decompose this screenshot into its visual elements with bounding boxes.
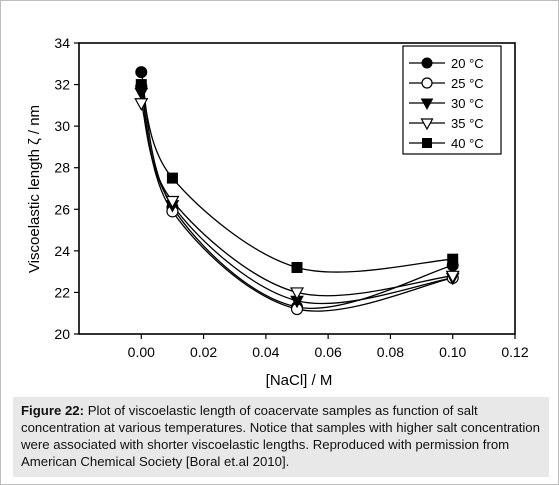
caption-text: Plot of viscoelastic length of coacervat… xyxy=(21,403,540,469)
y-tick-label: 32 xyxy=(54,77,70,93)
plot-axes: 0.00 0.02 0.04 0.06 0.08 0.10 0.12 20 22 24 26 28 30… xyxy=(54,35,528,360)
legend-label: 25 °C xyxy=(451,76,484,91)
y-tick-label: 26 xyxy=(54,201,70,217)
y-tick-label: 24 xyxy=(54,243,70,259)
marker-open-triangle xyxy=(420,118,434,131)
x-tick-label: 0.02 xyxy=(190,344,217,360)
x-tick-label: 0.10 xyxy=(439,344,466,360)
legend-label: 35 °C xyxy=(451,116,484,131)
legend: 20 °C 25 °C 30 °C 35 °C 40 °C xyxy=(402,45,502,155)
marker-filled-square xyxy=(135,79,147,91)
caption-label: Figure 22: xyxy=(21,403,85,418)
y-tick-label: 22 xyxy=(54,284,70,300)
fit-curves xyxy=(140,71,453,312)
fit-curve xyxy=(140,84,453,273)
marker-filled-square xyxy=(291,261,303,273)
y-axis-label: Viscoelastic length ζ / nm xyxy=(26,105,43,273)
x-tick-label: 0.04 xyxy=(252,344,279,360)
legend-box xyxy=(402,45,502,155)
y-tick-label: 20 xyxy=(54,326,70,342)
marker-filled-square xyxy=(166,172,178,184)
marker-filled-circle xyxy=(135,66,148,79)
figure-caption: Figure 22: Plot of viscoelastic length o… xyxy=(13,397,549,477)
x-tick-label: 0.00 xyxy=(128,344,155,360)
y-tick-label: 34 xyxy=(54,35,70,51)
x-axis-label: [NaCl] / M xyxy=(266,372,333,389)
marker-open-triangle xyxy=(165,195,180,209)
x-tick-label: 0.12 xyxy=(501,344,528,360)
legend-label: 20 °C xyxy=(451,56,484,71)
x-tick-label: 0.08 xyxy=(377,344,404,360)
fit-curve xyxy=(140,103,453,297)
marker-open-circle xyxy=(421,77,433,89)
data-points xyxy=(134,66,460,316)
marker-open-triangle xyxy=(445,270,460,284)
plot-frame xyxy=(78,42,516,335)
chart: 0.00 0.02 0.04 0.06 0.08 0.10 0.12 20 22 24 26 28 30… xyxy=(26,35,529,389)
marker-filled-square xyxy=(422,138,432,148)
legend-label: 30 °C xyxy=(451,96,484,111)
marker-filled-triangle xyxy=(420,98,434,111)
fit-curve xyxy=(140,71,453,309)
marker-open-triangle xyxy=(134,98,149,112)
marker-open-triangle xyxy=(289,287,305,301)
y-tick-label: 28 xyxy=(54,160,70,176)
legend-label: 40 °C xyxy=(451,136,484,151)
y-tick-label: 30 xyxy=(54,118,70,134)
marker-filled-square xyxy=(447,253,459,265)
marker-filled-circle xyxy=(421,57,433,69)
x-tick-label: 0.06 xyxy=(315,344,342,360)
